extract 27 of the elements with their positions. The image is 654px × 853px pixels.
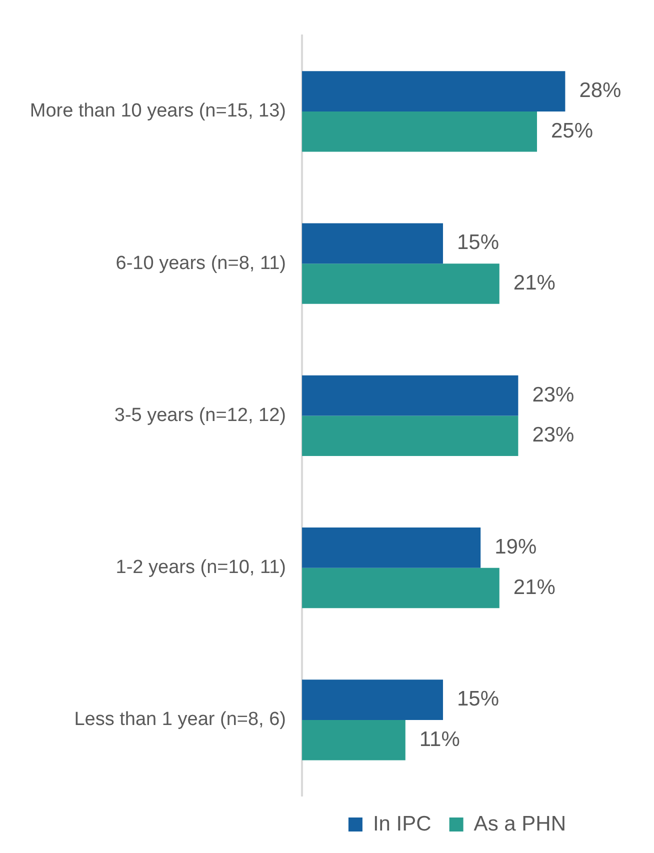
y-tick-label: 1-2 years (n=10, 11) (116, 557, 286, 578)
bar (302, 71, 566, 112)
legend-label: As a PHN (474, 812, 566, 836)
y-tick-label: 6-10 years (n=8, 11) (116, 252, 286, 274)
bar (302, 720, 406, 760)
legend-label: In IPC (372, 812, 432, 836)
data-label: 15% (457, 231, 500, 254)
data-label: 15% (457, 688, 500, 711)
data-label: 23% (532, 424, 574, 447)
bar (302, 568, 500, 608)
bar (302, 416, 518, 456)
y-tick-label: More than 10 years (n=15, 13) (30, 100, 286, 122)
bar (302, 223, 443, 264)
data-label: 19% (494, 535, 537, 558)
y-tick-label: 3-5 years (n=12, 12) (114, 404, 286, 426)
data-label: 28% (579, 79, 622, 102)
data-label: 21% (513, 576, 556, 599)
bar (302, 111, 537, 152)
bar (302, 680, 443, 720)
bar (302, 528, 481, 568)
bar (302, 375, 518, 416)
bar (302, 264, 500, 304)
y-tick-label: Less than 1 year (n=8, 6) (74, 709, 286, 730)
data-label: 23% (532, 383, 574, 406)
data-label: 11% (419, 728, 460, 751)
data-label: 25% (551, 119, 594, 142)
data-label: 21% (513, 272, 556, 295)
